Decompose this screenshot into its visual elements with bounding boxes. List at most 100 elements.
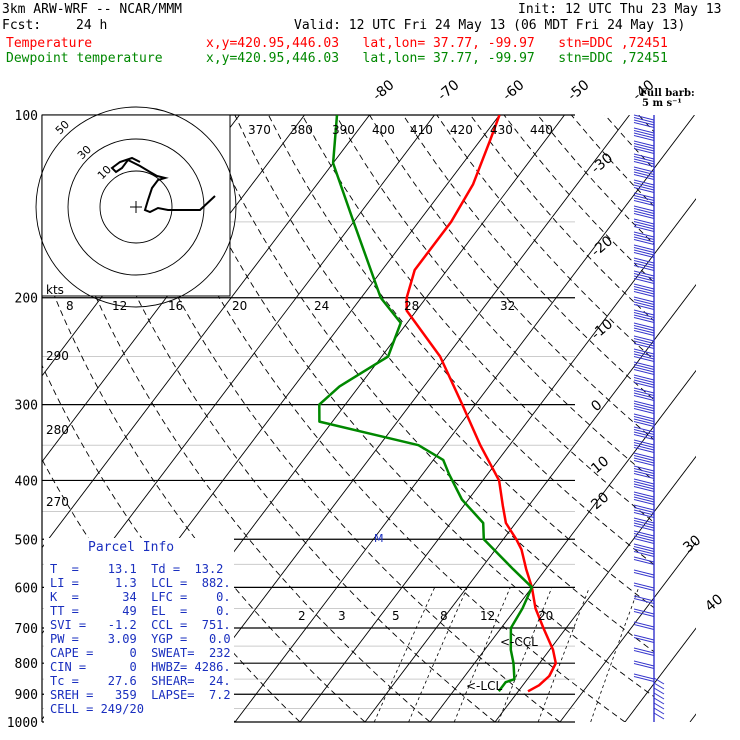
wind-barb xyxy=(633,486,655,492)
ccl-label: <-CCL xyxy=(500,635,538,649)
parcel-info-title: Parcel Info xyxy=(88,540,175,555)
wind-barb xyxy=(633,348,655,355)
wind-barb xyxy=(633,569,655,576)
wind-barb xyxy=(633,158,655,165)
mixing-ratio-line xyxy=(373,587,436,722)
wind-barb-low xyxy=(653,687,665,695)
parcel-info-panel: Parcel Info T = 13.1 Td = 13.2 LI = 1.3 … xyxy=(44,538,234,724)
dry-adiabat xyxy=(570,115,654,207)
wind-barb xyxy=(633,525,655,531)
wind-barb xyxy=(633,200,655,206)
pressure-label: 900 xyxy=(15,688,38,703)
wind-barb xyxy=(633,314,655,321)
parcel-row-cape: CAPE = 0 SWEAT= 232 xyxy=(50,646,231,660)
wind-barb xyxy=(633,611,655,617)
wind-barb xyxy=(633,330,655,336)
wind-barb xyxy=(633,543,655,550)
parcel-row-pw: PW = 3.09 YGP = 0.0 xyxy=(50,632,231,646)
wind-barb xyxy=(633,244,655,251)
wind-barb xyxy=(633,327,655,334)
wind-barb xyxy=(633,309,655,316)
wind-barb xyxy=(633,426,655,433)
wind-barb xyxy=(633,301,655,308)
wind-barb xyxy=(633,205,655,212)
temperature-location: x,y=420.95,446.03 lat,lon= 37.77, -99.97… xyxy=(206,36,668,51)
wind-barb xyxy=(633,312,655,318)
wind-barb xyxy=(633,387,655,394)
wind-barb xyxy=(633,140,655,147)
wind-barb xyxy=(633,442,655,448)
wind-barb xyxy=(633,213,655,219)
wind-barb xyxy=(633,496,655,503)
wind-barb xyxy=(633,468,655,474)
wind-barb xyxy=(633,174,655,180)
wind-barb xyxy=(633,429,655,435)
wind-barb xyxy=(633,340,655,347)
temperature-legend: Temperature xyxy=(6,36,93,51)
temperature-right-label: -20 xyxy=(588,233,616,260)
wind-barb xyxy=(633,509,655,516)
parcel-row-sreh: SREH = 359 LAPSE= 7.2 xyxy=(50,688,231,702)
wind-barb xyxy=(633,286,655,292)
wind-barb xyxy=(633,650,655,656)
parcel-row-t: T = 13.1 Td = 13.2 xyxy=(50,562,224,576)
valid-time: Valid: 12 UTC Fri 24 May 13 (06 MDT Fri … xyxy=(294,18,686,33)
wind-barb xyxy=(633,478,655,485)
isotherm xyxy=(494,455,696,722)
wind-barb xyxy=(633,364,655,370)
dry-adiabat xyxy=(301,115,654,523)
wind-barb xyxy=(633,382,655,388)
pressure-label: 500 xyxy=(15,533,38,548)
wind-barb xyxy=(633,223,655,230)
wind-barb xyxy=(633,444,655,451)
wind-barb xyxy=(633,156,655,162)
theta-label: 410 xyxy=(410,123,433,137)
wind-barb xyxy=(633,517,655,524)
wind-barb xyxy=(633,353,655,360)
wind-barb xyxy=(633,434,655,440)
pressure-label: 1000 xyxy=(7,716,38,731)
wind-barb xyxy=(633,421,655,427)
wind-barb xyxy=(633,483,655,490)
wind-barb xyxy=(633,122,655,128)
wind-barb xyxy=(633,673,655,680)
theta-label: 370 xyxy=(248,123,271,137)
wind-barb xyxy=(633,455,655,461)
pressure-label: 700 xyxy=(15,622,38,637)
lcl-label: <-LCL xyxy=(466,679,502,693)
wind-barb xyxy=(633,221,655,227)
wind-barb xyxy=(633,270,655,277)
wind-barb xyxy=(633,481,655,487)
wind-barb xyxy=(633,369,655,375)
mixing-ratio-label: 12 xyxy=(480,609,495,623)
dry-adiabat xyxy=(335,115,654,482)
wind-barb xyxy=(633,166,655,173)
wind-barb xyxy=(633,637,655,643)
dry-adiabat xyxy=(42,147,431,722)
parcel-row-tc: Tc = 27.6 SHEAR= 24. xyxy=(50,674,231,688)
wind-barb xyxy=(633,218,655,225)
temperature-right-label: 30 xyxy=(680,532,704,556)
wind-barb xyxy=(633,236,655,243)
wind-barb xyxy=(633,356,655,362)
hodograph-axis-label: 8 xyxy=(66,299,74,313)
wind-barb-low xyxy=(653,692,665,700)
wind-barb xyxy=(633,634,655,641)
pressure-label: 800 xyxy=(15,657,38,672)
parcel-row-k: K = 34 LFC = 0. xyxy=(50,590,231,604)
wind-barb xyxy=(633,366,655,373)
wind-barb xyxy=(633,431,655,438)
wind-barb xyxy=(633,504,655,511)
wind-barb xyxy=(633,283,655,290)
wind-barb xyxy=(633,546,655,552)
wind-barb xyxy=(633,379,655,386)
temperature-right-label: -30 xyxy=(588,150,616,177)
barb-legend-unit: 5 m s⁻¹ xyxy=(642,98,682,109)
dry-adiabat xyxy=(706,115,740,722)
wind-barb xyxy=(633,535,655,542)
hodograph-axis-label: 24 xyxy=(314,299,329,313)
wind-barb xyxy=(633,598,655,604)
wind-barb xyxy=(633,317,655,323)
mixing-ratio-label: 3 xyxy=(338,609,346,623)
